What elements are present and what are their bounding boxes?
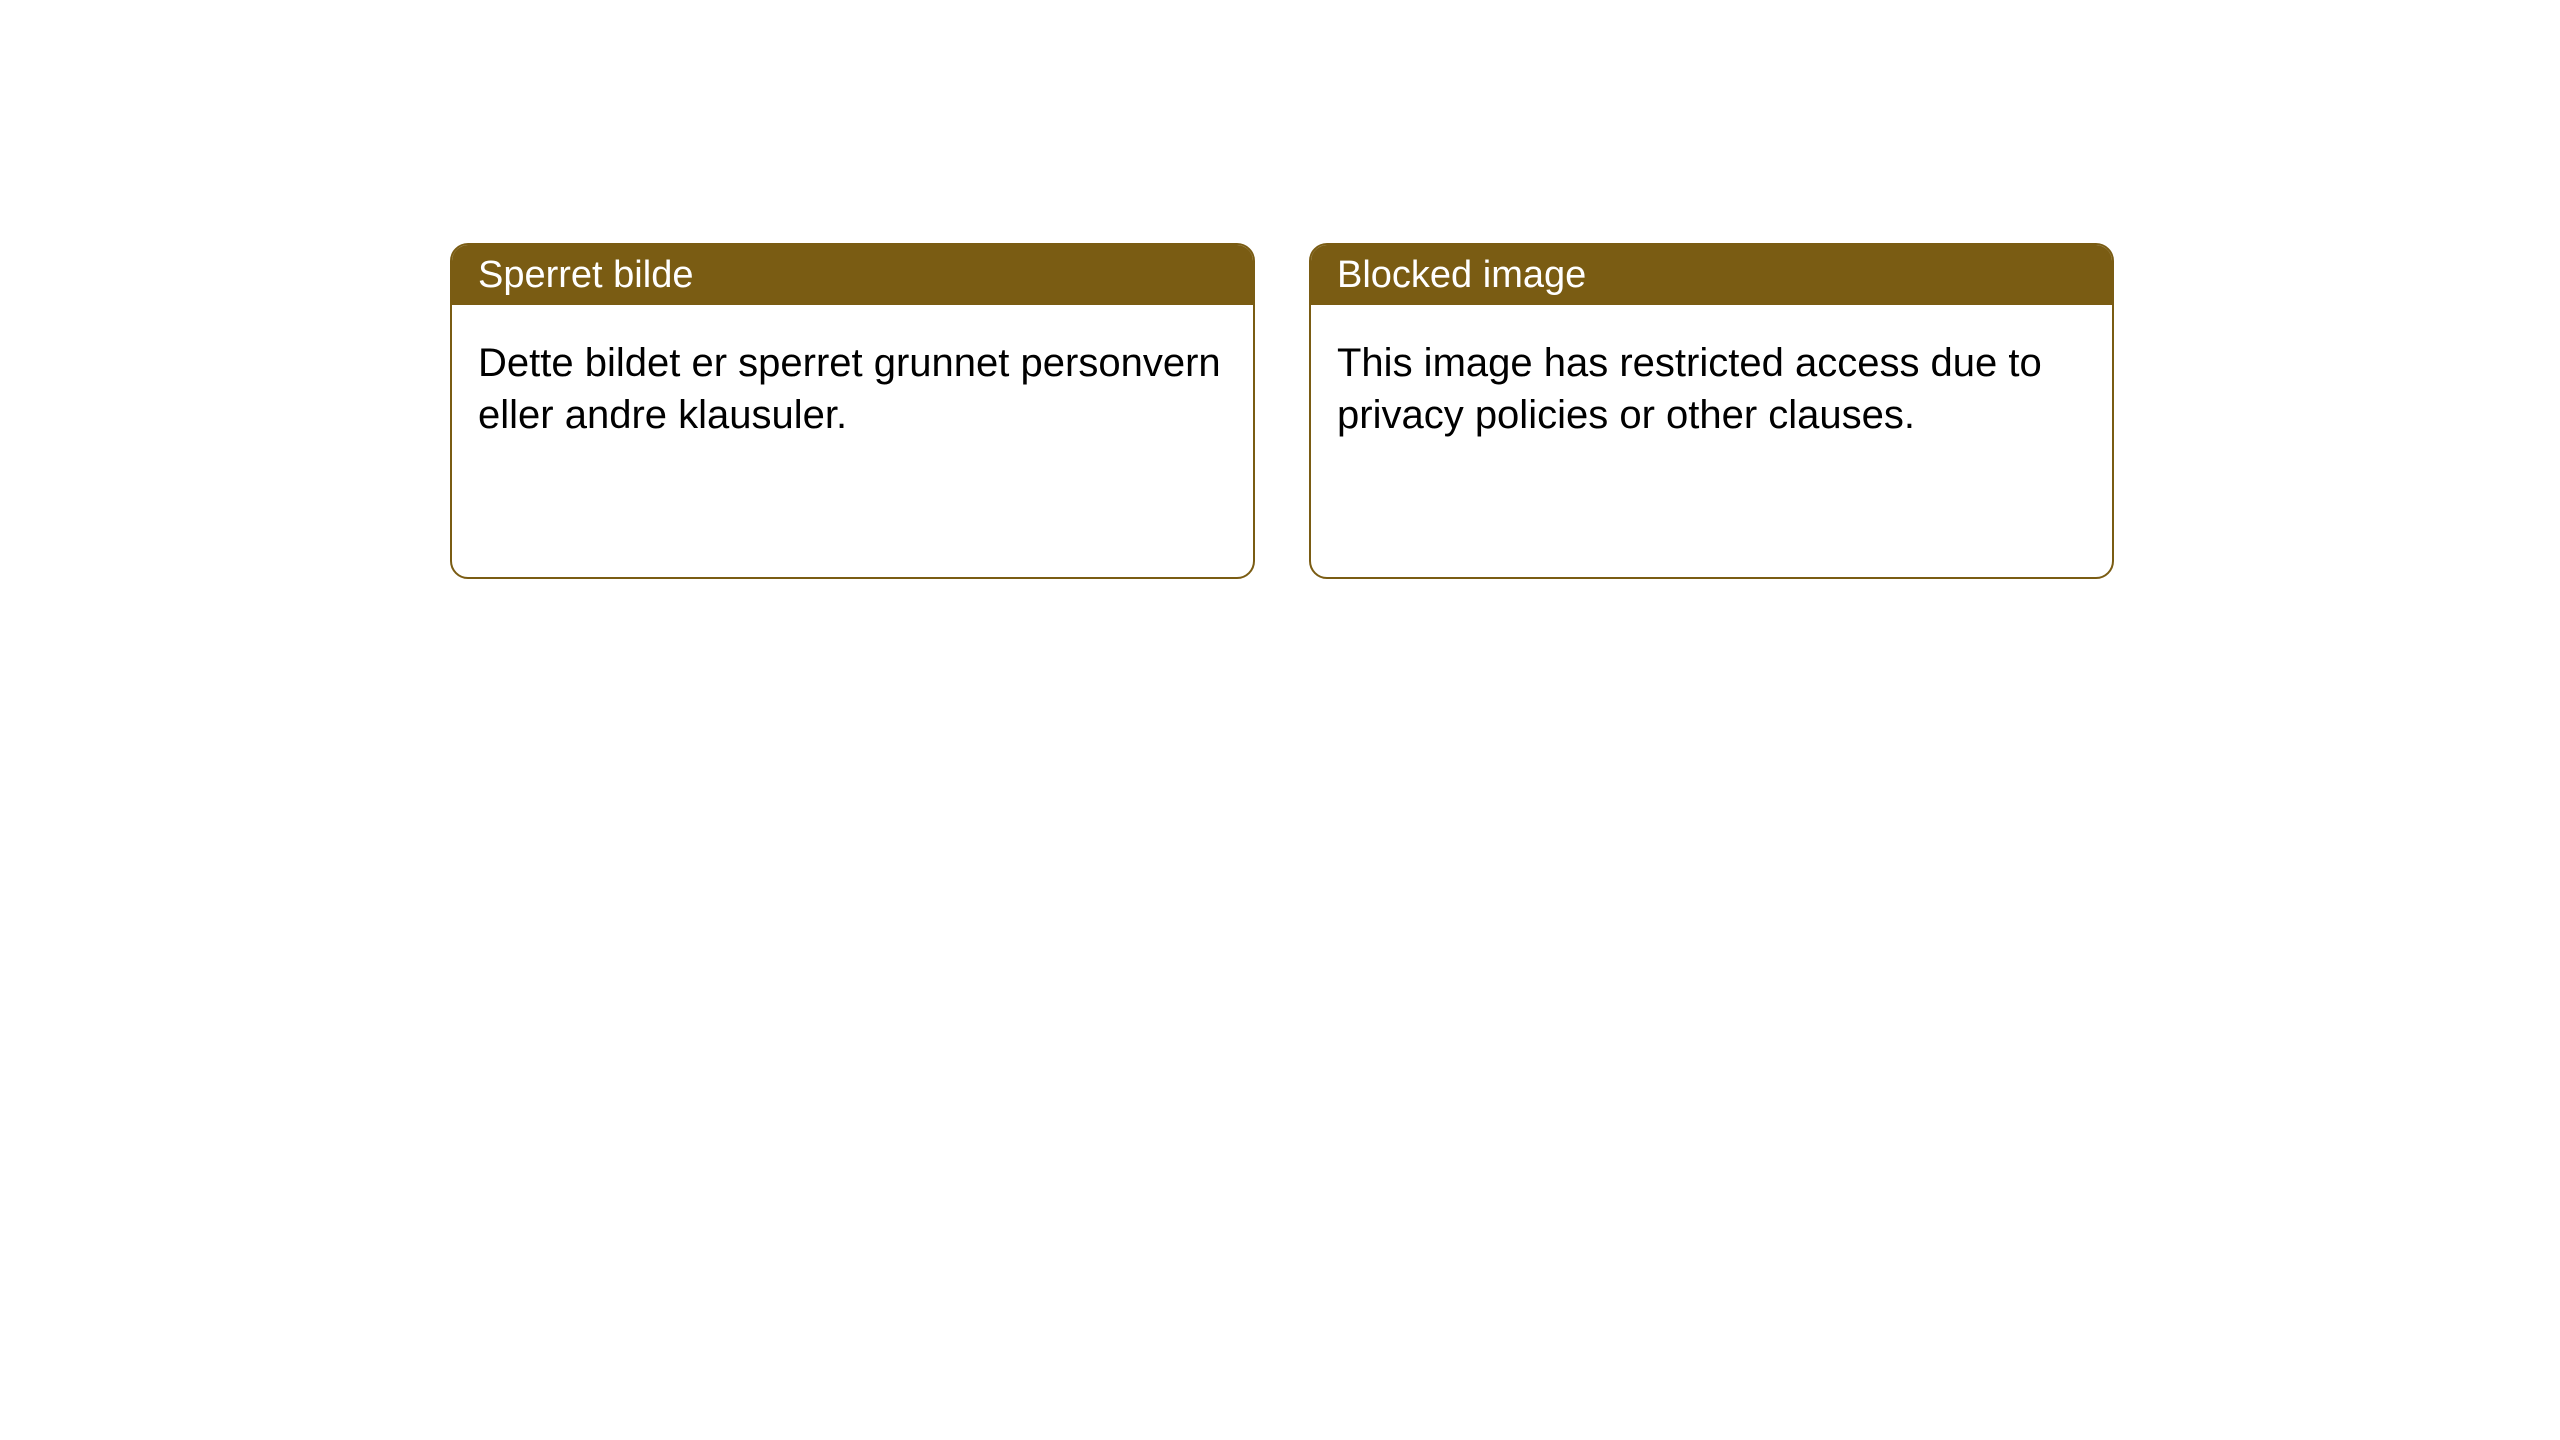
notice-title-norwegian: Sperret bilde xyxy=(478,254,693,297)
notice-header-english: Blocked image xyxy=(1311,245,2112,305)
notice-box-english: Blocked image This image has restricted … xyxy=(1309,243,2114,579)
notice-header-norwegian: Sperret bilde xyxy=(452,245,1253,305)
notice-body-norwegian: Dette bildet er sperret grunnet personve… xyxy=(452,305,1253,473)
notice-title-english: Blocked image xyxy=(1337,254,1586,297)
notice-text-english: This image has restricted access due to … xyxy=(1337,341,2042,437)
notice-body-english: This image has restricted access due to … xyxy=(1311,305,2112,473)
notice-box-norwegian: Sperret bilde Dette bildet er sperret gr… xyxy=(450,243,1255,579)
notice-text-norwegian: Dette bildet er sperret grunnet personve… xyxy=(478,341,1221,437)
notices-container: Sperret bilde Dette bildet er sperret gr… xyxy=(450,243,2114,579)
